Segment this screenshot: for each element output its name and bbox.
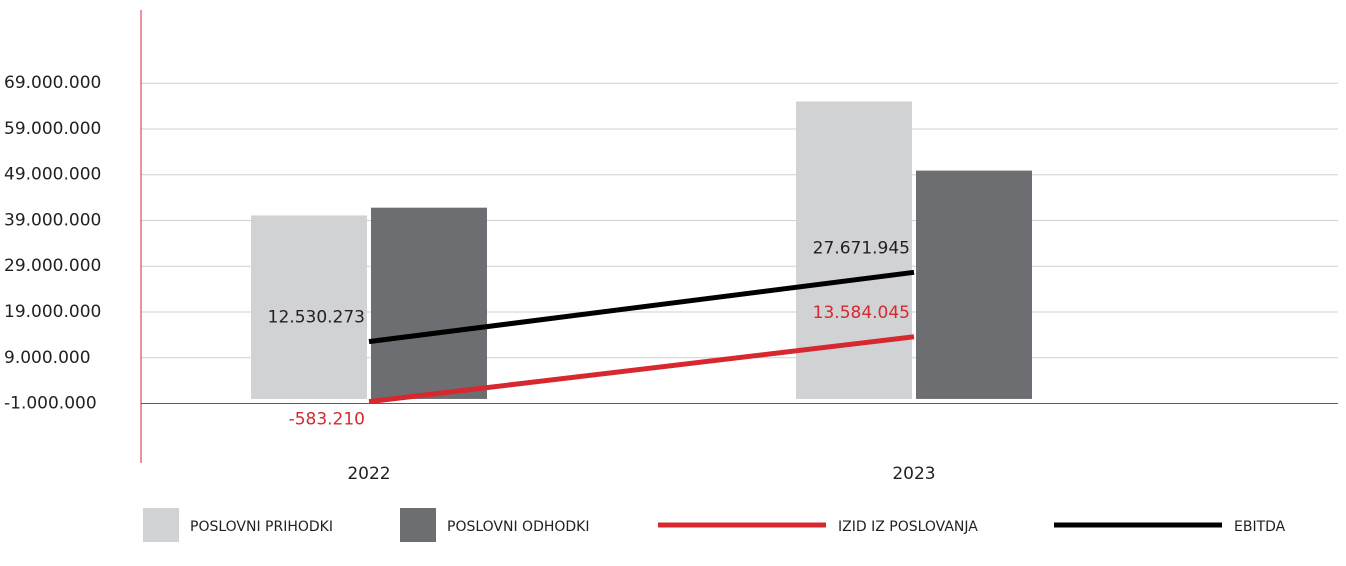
y-tick-label: 19.000.000 <box>4 302 101 322</box>
y-tick-label: 9.000.000 <box>4 348 91 368</box>
line <box>368 334 915 405</box>
y-tick-label: 59.000.000 <box>4 119 101 139</box>
legend-label: EBITDA <box>1234 519 1286 535</box>
legend-label: POSLOVNI PRIHODKI <box>190 519 333 535</box>
line <box>368 269 915 345</box>
x-tick-label: 2023 <box>892 464 935 484</box>
y-tick-label: 69.000.000 <box>4 73 101 93</box>
legend-swatch <box>400 508 436 542</box>
y-tick-label: 49.000.000 <box>4 165 101 185</box>
legend-label: POSLOVNI ODHODKI <box>447 519 590 535</box>
legend: POSLOVNI PRIHODKI POSLOVNI ODHODKI IZID IZ… <box>143 508 1286 542</box>
bar <box>916 170 1032 399</box>
bar <box>371 207 487 399</box>
data-label: 13.584.045 <box>813 303 910 323</box>
bar <box>251 215 367 399</box>
legend-swatch <box>143 508 179 542</box>
y-tick-label: 39.000.000 <box>4 210 101 230</box>
y-tick-label: 29.000.000 <box>4 256 101 276</box>
x-tick-label: 2022 <box>347 464 390 484</box>
data-label: -583.210 <box>289 410 365 430</box>
data-label: 12.530.273 <box>268 308 365 328</box>
legend-label: IZID IZ POSLOVANJA <box>838 519 978 535</box>
y-tick-label: -1.000.000 <box>4 394 97 414</box>
data-label: 27.671.945 <box>813 238 910 258</box>
